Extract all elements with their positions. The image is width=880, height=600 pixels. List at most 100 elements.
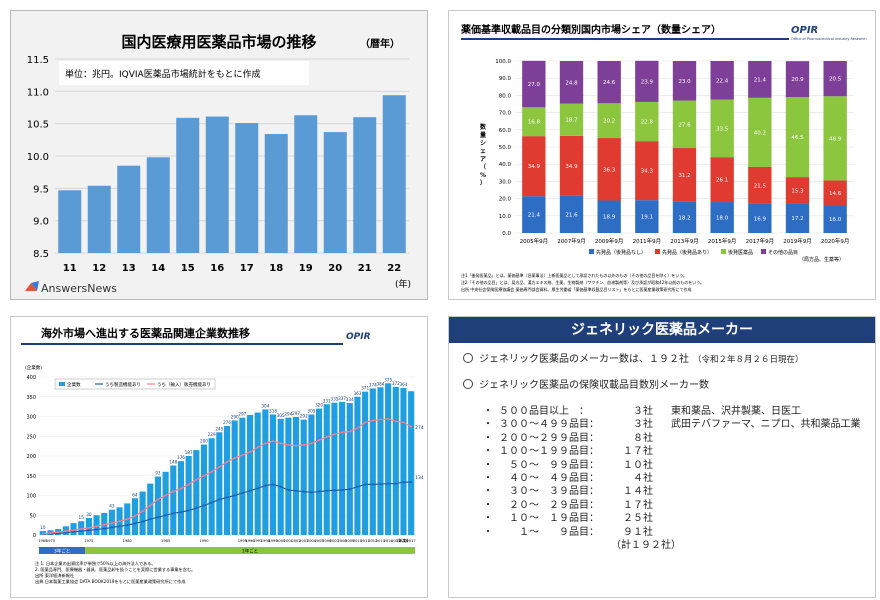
y-unit: (企業数)	[25, 364, 42, 371]
x-tick-label: 11	[63, 263, 77, 274]
line-label: 134	[415, 475, 424, 481]
x-tick-label: 2015年9月	[708, 237, 737, 245]
x-unit: (年度)	[397, 537, 409, 543]
line-point	[149, 518, 152, 521]
row-makers	[653, 512, 671, 525]
stacked-segment	[672, 201, 697, 233]
line-point	[318, 439, 321, 442]
x-tick-label: 2013	[376, 539, 385, 543]
period-band	[39, 547, 86, 554]
line-point	[264, 484, 267, 487]
x-tick-label: 2003	[299, 539, 308, 543]
maker-row: ・ ５００品目以上 ： ３社 東和薬品、沢井製薬、日医工	[483, 405, 861, 418]
x-tick-label: 2014	[384, 539, 394, 543]
line-point	[133, 515, 136, 518]
footnote: 出典 日本製薬工業協会 DATA BOOK2019をもとに医薬産業政策研究所にて…	[35, 578, 186, 585]
x-tick-label: 20	[328, 263, 342, 274]
bar	[200, 444, 208, 535]
x-tick-label: 1990	[199, 539, 209, 543]
line-point	[410, 425, 413, 428]
bar-label: 374	[369, 382, 377, 387]
bar	[269, 414, 277, 535]
line-point	[126, 524, 129, 527]
line-point	[249, 489, 252, 492]
segment-label: 16.8	[528, 120, 541, 126]
row-makers	[653, 445, 671, 458]
row-makers	[653, 526, 671, 539]
line-point	[341, 431, 344, 434]
y-tick-label: 10.5	[27, 120, 49, 131]
bar	[323, 132, 347, 253]
x-tick-label: 19	[299, 263, 313, 274]
line-point	[348, 488, 351, 491]
overseas-companies-chart: 海外市場へ進出する医薬品関連企業数推移 OPIR(企業数)400350300250…	[21, 326, 424, 585]
line-point	[218, 466, 221, 469]
line-point	[394, 420, 397, 423]
stacked-segment	[635, 60, 659, 102]
x-tick-label: 22	[387, 263, 401, 274]
segment-label: 16.9	[754, 216, 767, 222]
bar	[308, 414, 315, 535]
line-point	[402, 481, 405, 484]
bar-label: 10	[40, 525, 46, 530]
bar-label: 93	[155, 471, 161, 476]
bar	[246, 414, 254, 535]
line-point	[172, 490, 175, 493]
line-point	[241, 454, 244, 457]
segment-label: 34.3	[641, 169, 654, 175]
bar	[294, 115, 318, 253]
bar	[231, 420, 238, 535]
line-point	[95, 525, 98, 528]
y-tick-label: 11.5	[27, 55, 49, 66]
bar	[346, 403, 353, 535]
row-bullet: ・	[483, 406, 493, 417]
line-point	[341, 488, 344, 491]
bar	[323, 404, 330, 535]
bar	[354, 396, 361, 535]
segment-label: 18.2	[678, 215, 690, 221]
row-count: １７社	[623, 499, 653, 511]
row-bullet: ・	[483, 486, 493, 498]
segment-label: 21.6	[565, 212, 578, 218]
segment-label: 46.5	[791, 135, 804, 141]
line-point	[302, 490, 305, 493]
y-tick-label: 9.5	[33, 184, 49, 195]
stacked-segment	[672, 148, 697, 202]
line-point	[226, 496, 228, 499]
line-point	[118, 520, 121, 523]
segment-label: 21.4	[528, 213, 541, 219]
bar	[70, 523, 77, 535]
logo-icon	[25, 283, 37, 291]
row-bullet: ・	[483, 446, 493, 458]
line-point	[64, 530, 67, 533]
bar	[277, 418, 284, 535]
generic-makers-panel: ジェネリック医薬品メーカー ジェネリック医薬品のメーカー数は、１９２社 （令和２年…	[448, 316, 876, 598]
y-tick-label: 400	[26, 375, 36, 381]
x-tick-label: 13	[122, 263, 136, 274]
line-point	[379, 418, 382, 421]
bar	[292, 416, 300, 535]
row-count: １７社	[623, 446, 653, 458]
x-tick-label: 1969	[38, 539, 48, 543]
segment-label: 36.3	[603, 167, 616, 173]
segment-label: 27.6	[678, 122, 691, 128]
row-count: ３社	[633, 406, 653, 417]
line-point	[195, 507, 198, 510]
segment-label: 18.0	[716, 216, 729, 222]
legend-label: うち（輸入）販売機能あり	[157, 381, 211, 388]
line-point	[87, 526, 90, 529]
line-point	[156, 516, 159, 519]
x-tick-label: 1970	[46, 539, 56, 543]
opir-logo-sub: Office of Pharmaceutical Industry Resear…	[791, 37, 867, 41]
row-bullet: ・	[483, 432, 493, 444]
row-range: １０～ １９品目：	[499, 513, 599, 525]
line-point	[279, 485, 282, 488]
x-tick-label: 17	[240, 263, 254, 274]
bar-label: 305	[277, 413, 285, 418]
segment-label: 34.9	[565, 164, 578, 170]
y-tick-label: 100	[26, 494, 36, 500]
row-range: ２００～２９９品目：	[499, 432, 599, 444]
y-tick-label: 20.0	[499, 197, 512, 203]
bar-label: 335	[330, 397, 338, 402]
stacked-segment	[597, 103, 621, 139]
